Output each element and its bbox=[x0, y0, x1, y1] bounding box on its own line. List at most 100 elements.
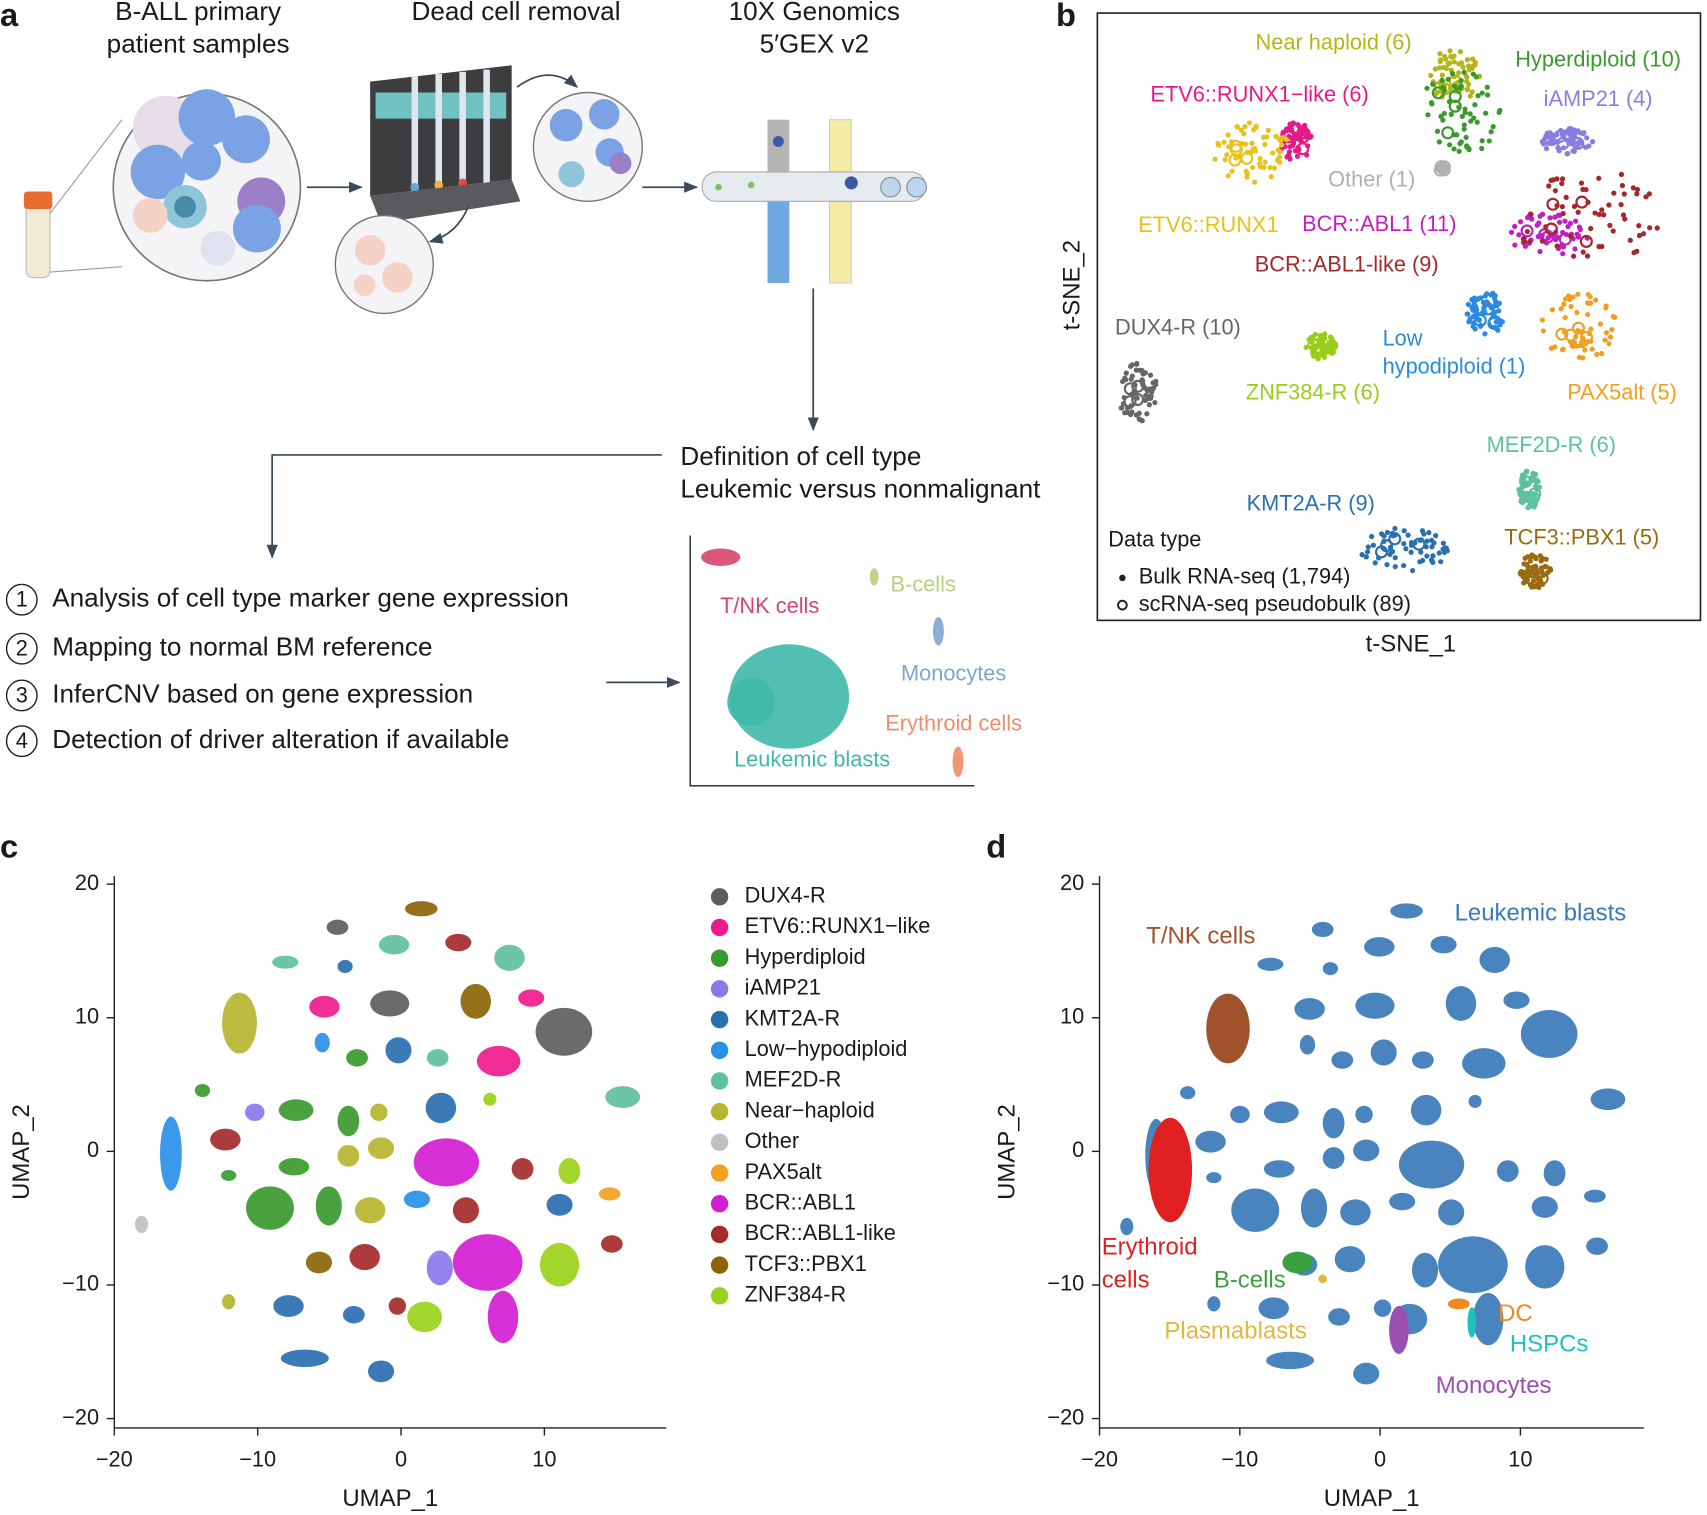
y-tick-label: 10 bbox=[1060, 1004, 1084, 1029]
point bbox=[1290, 120, 1296, 126]
cluster bbox=[539, 1242, 580, 1287]
panel-b: b t-SNE_1 t-SNE_2 Near haploid (6)Hyperd… bbox=[1056, 0, 1702, 658]
point bbox=[1517, 492, 1524, 498]
point bbox=[1599, 351, 1605, 357]
pseudobulk-point bbox=[1123, 382, 1137, 396]
cell-type-label: Leukemic blasts bbox=[1455, 900, 1627, 927]
x-axis-label: UMAP_1 bbox=[342, 1485, 438, 1512]
point bbox=[1441, 110, 1447, 117]
point bbox=[1215, 141, 1221, 147]
pseudobulk-point bbox=[1438, 82, 1452, 96]
point bbox=[1457, 85, 1463, 91]
point bbox=[1392, 564, 1398, 570]
cluster bbox=[546, 1193, 573, 1216]
point bbox=[1508, 229, 1515, 235]
point bbox=[1528, 211, 1534, 217]
point bbox=[1520, 499, 1526, 505]
legend-entry: TCF3::PBX1 bbox=[745, 1251, 867, 1276]
group-label: TCF3::PBX1 (5) bbox=[1504, 524, 1659, 549]
step-number: 2 bbox=[16, 636, 28, 661]
cell-type-label: Plasmablasts bbox=[1164, 1317, 1306, 1344]
point bbox=[1464, 86, 1470, 92]
cluster bbox=[1390, 903, 1423, 919]
point bbox=[1280, 134, 1287, 141]
point bbox=[1439, 77, 1445, 83]
cluster bbox=[222, 1294, 236, 1310]
point bbox=[1139, 367, 1145, 374]
point bbox=[1417, 559, 1423, 565]
point bbox=[1262, 141, 1268, 147]
point bbox=[1530, 474, 1536, 480]
x-axis-label: UMAP_1 bbox=[1324, 1485, 1420, 1512]
legend-marker bbox=[710, 1164, 729, 1182]
point bbox=[1610, 313, 1616, 320]
cluster bbox=[476, 1045, 521, 1077]
point bbox=[1270, 150, 1276, 156]
group-label: Near haploid (6) bbox=[1256, 29, 1412, 54]
point bbox=[1606, 341, 1612, 347]
point bbox=[1434, 128, 1441, 134]
point bbox=[1451, 59, 1457, 65]
point bbox=[1643, 194, 1649, 200]
cluster bbox=[511, 1158, 534, 1180]
point bbox=[1468, 118, 1474, 124]
point bbox=[1584, 135, 1590, 141]
y-tick-label: −20 bbox=[1047, 1404, 1084, 1429]
cluster bbox=[1148, 1117, 1193, 1223]
pseudobulk-point bbox=[1448, 99, 1462, 113]
cell-type-label: HSPCs bbox=[1510, 1331, 1589, 1358]
pseudobulk-point bbox=[1412, 537, 1426, 551]
cluster bbox=[1355, 992, 1395, 1019]
point bbox=[1484, 84, 1490, 90]
group-label: iAMP21 (4) bbox=[1544, 86, 1653, 111]
point bbox=[1575, 291, 1581, 297]
point bbox=[1466, 67, 1472, 73]
cluster bbox=[1520, 1010, 1578, 1058]
cluster bbox=[452, 1197, 480, 1224]
panel-letter: d bbox=[986, 828, 1006, 865]
pseudobulk-point bbox=[1580, 330, 1594, 344]
point bbox=[1146, 402, 1152, 408]
point bbox=[1483, 110, 1489, 116]
cluster bbox=[403, 1190, 431, 1209]
group-label: hypodiploid (1) bbox=[1383, 354, 1526, 379]
group-label: ETV6::RUNX1 bbox=[1138, 212, 1278, 237]
cluster bbox=[1398, 1140, 1465, 1189]
point bbox=[1273, 133, 1279, 140]
cluster bbox=[1411, 1051, 1434, 1069]
point bbox=[1470, 56, 1476, 62]
cell-type-label: Monocytes bbox=[901, 661, 1006, 686]
point bbox=[1559, 176, 1566, 182]
point bbox=[1433, 533, 1439, 539]
point bbox=[1594, 351, 1600, 357]
legend-marker bbox=[710, 1010, 729, 1029]
point bbox=[1556, 148, 1562, 154]
point bbox=[1618, 201, 1624, 208]
point bbox=[1322, 331, 1328, 337]
point bbox=[1562, 296, 1568, 302]
step-number: 3 bbox=[16, 682, 28, 707]
point bbox=[1520, 236, 1527, 242]
point bbox=[1546, 183, 1552, 189]
cluster bbox=[460, 983, 491, 1019]
point bbox=[1558, 306, 1564, 312]
cluster bbox=[315, 1186, 342, 1226]
legend-entry: BCR::ABL1 bbox=[745, 1189, 856, 1214]
point bbox=[1403, 546, 1409, 552]
cell-type-label: B-cells bbox=[1214, 1266, 1286, 1293]
umap-plot: −20 −10 0 10 −20 −10 0 10 20 UMAP_1 UMAP_2 Leukemic… bbox=[993, 870, 1644, 1512]
x-tick-label: −20 bbox=[1081, 1446, 1118, 1471]
point bbox=[1222, 157, 1228, 163]
point bbox=[1599, 207, 1605, 213]
point bbox=[1436, 550, 1442, 556]
legend-entry: KMT2A-R bbox=[745, 1005, 841, 1030]
point bbox=[1479, 90, 1485, 96]
legend-marker bbox=[710, 1102, 729, 1121]
cluster bbox=[278, 1158, 310, 1176]
point bbox=[1400, 562, 1407, 569]
point bbox=[1560, 251, 1566, 257]
legend-marker bbox=[1119, 574, 1126, 582]
pseudobulk-point bbox=[1571, 136, 1585, 150]
cluster bbox=[309, 995, 340, 1018]
cluster bbox=[558, 1158, 581, 1185]
